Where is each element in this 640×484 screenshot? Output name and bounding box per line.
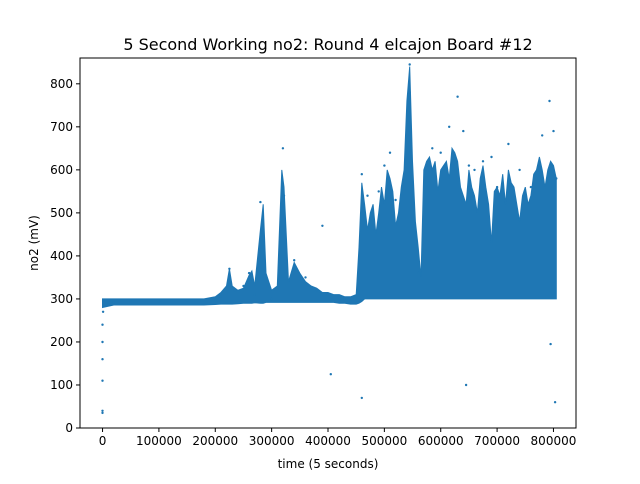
data-point: [214, 299, 217, 302]
y-tick-label: 800: [50, 77, 73, 91]
data-band-layer: [102, 66, 557, 309]
y-tick-label: 0: [65, 421, 73, 435]
data-point: [233, 289, 237, 292]
y-tick-label: 700: [50, 120, 73, 134]
x-tick-label: 200000: [192, 434, 238, 448]
data-point: [388, 151, 392, 154]
data-point: [394, 198, 397, 202]
data-point: [101, 310, 105, 313]
data-point: [408, 91, 411, 94]
data-point: [219, 295, 223, 298]
data-point: [112, 301, 116, 304]
data-point: [411, 185, 414, 189]
x-tick-label: 600000: [418, 434, 464, 448]
data-point: [360, 396, 363, 400]
data-point: [448, 125, 451, 128]
y-tick-label: 400: [50, 249, 73, 263]
data-point: [101, 358, 104, 361]
y-tick-label: 300: [50, 292, 73, 306]
plot-frame: [79, 57, 577, 429]
x-tick-label: 800000: [531, 434, 577, 448]
data-point: [102, 299, 105, 303]
y-tick-label: 100: [50, 378, 73, 392]
data-point: [473, 168, 476, 172]
data-point: [253, 293, 256, 296]
data-point: [467, 164, 471, 167]
data-point: [529, 185, 533, 189]
data-point: [549, 342, 552, 346]
data-point: [518, 168, 521, 172]
data-point: [262, 237, 265, 240]
data-point: [321, 224, 324, 227]
data-point: [552, 129, 555, 133]
data-point: [270, 297, 273, 301]
data-point: [495, 185, 499, 189]
data-point: [293, 259, 296, 262]
x-axis-ticks: 0 100000 200000 300000 400000 500000 600000 700…: [99, 428, 577, 448]
x-tick-label: 300000: [249, 434, 295, 448]
data-point: [157, 300, 161, 303]
data-point: [425, 164, 428, 167]
data-point: [101, 411, 104, 415]
x-tick-label: 0: [99, 434, 107, 448]
data-point: [464, 383, 468, 387]
data-point: [101, 340, 104, 344]
data-point: [553, 401, 557, 404]
data-point: [185, 299, 189, 302]
data-point: [343, 297, 347, 301]
data-points-layer: [101, 63, 558, 415]
data-point: [377, 190, 380, 193]
data-point: [129, 299, 132, 303]
chart-title: 5 Second Working no2: Round 4 elcajon Bo…: [123, 35, 532, 54]
data-point: [431, 147, 434, 150]
data-point: [462, 129, 465, 133]
data-point: [326, 293, 330, 296]
data-point: [349, 299, 352, 303]
data-point: [101, 379, 104, 382]
data-point: [242, 284, 245, 288]
data-point: [417, 271, 420, 275]
data-point: [456, 95, 459, 98]
data-point: [366, 194, 369, 197]
x-tick-label: 400000: [305, 434, 351, 448]
data-point: [281, 147, 285, 150]
data-point: [228, 267, 231, 270]
data-point: [247, 271, 251, 275]
data-point: [101, 323, 104, 326]
x-axis-label: time (5 seconds): [278, 457, 379, 471]
data-point: [383, 164, 386, 167]
data-band: [102, 66, 557, 309]
data-point: [555, 177, 558, 180]
x-tick-label: 700000: [474, 434, 520, 448]
data-point: [259, 200, 262, 204]
y-axis-label: no2 (mV): [27, 215, 41, 271]
y-tick-label: 200: [50, 335, 73, 349]
data-point: [548, 99, 551, 103]
y-axis-ticks: 0 100 200 300 400 500 600 700 800: [50, 77, 80, 435]
data-point: [315, 289, 318, 292]
x-tick-label: 500000: [361, 434, 407, 448]
data-point: [439, 151, 442, 154]
data-point: [481, 160, 485, 163]
data-point: [490, 155, 493, 159]
data-point: [304, 276, 307, 279]
y-tick-label: 600: [50, 163, 73, 177]
data-point: [101, 409, 104, 412]
data-point: [282, 194, 286, 197]
y-tick-label: 500: [50, 206, 73, 220]
data-point: [541, 134, 544, 137]
x-tick-label: 100000: [136, 434, 182, 448]
data-point: [329, 373, 332, 376]
data-point: [507, 142, 510, 146]
data-point: [408, 63, 411, 66]
data-point: [360, 173, 363, 176]
